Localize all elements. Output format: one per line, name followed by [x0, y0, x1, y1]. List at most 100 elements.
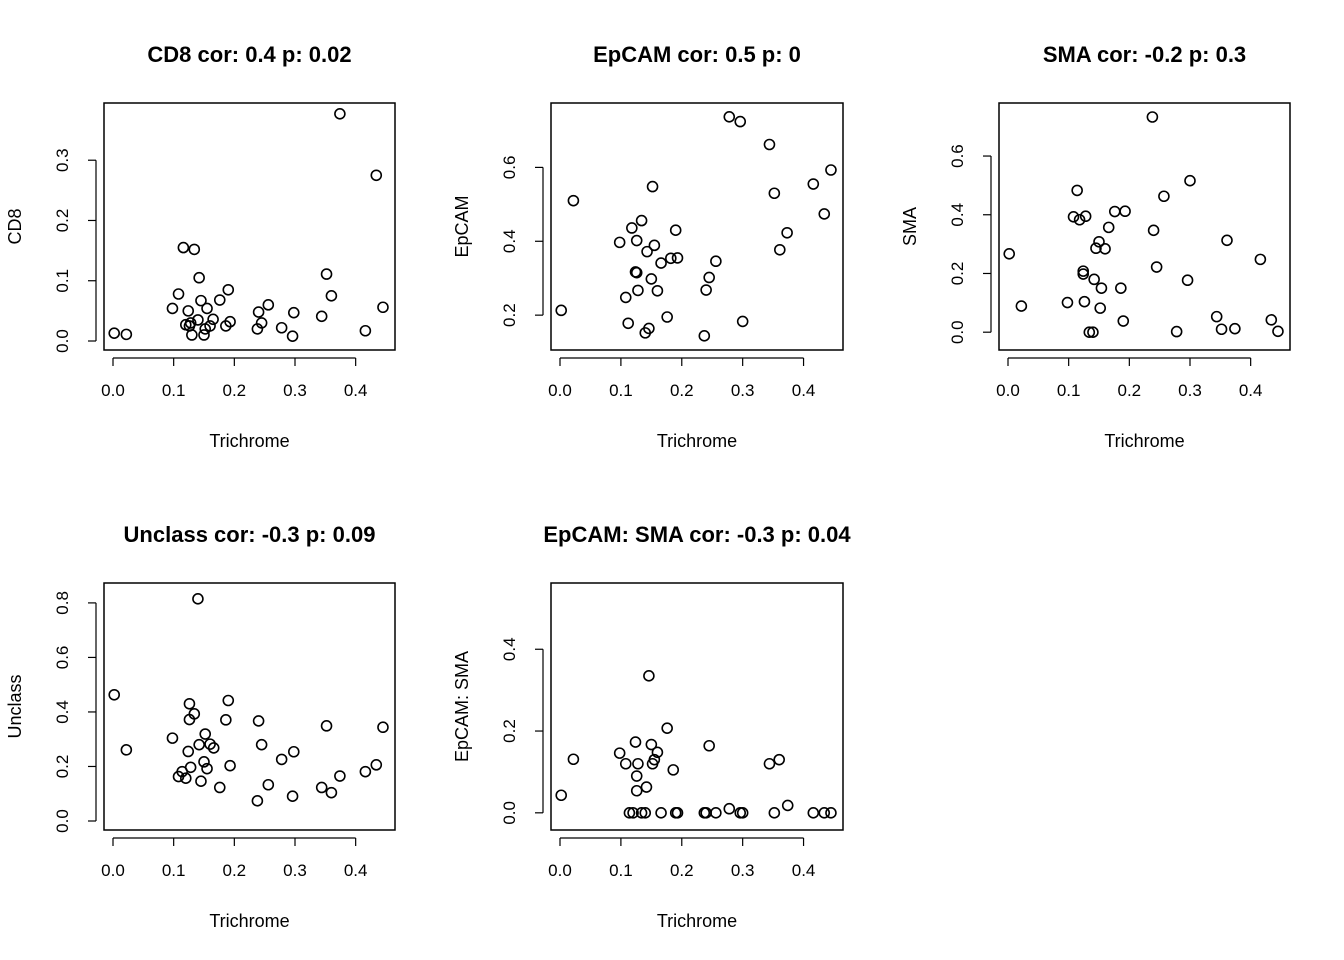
data-point: [184, 317, 197, 329]
data-point: [710, 255, 722, 268]
data-point: [661, 311, 673, 323]
data-point: [275, 753, 288, 766]
data-point: [204, 738, 216, 750]
data-point: [1272, 325, 1284, 338]
data-point: [1088, 273, 1100, 286]
data-point: [1078, 295, 1091, 308]
chart-title: EpCAM: SMA cor: -0.3 p: 0.04: [543, 522, 851, 547]
data-point: [193, 271, 205, 284]
data-point: [1115, 282, 1127, 294]
data-point: [1170, 325, 1183, 338]
data-point: [651, 746, 664, 759]
data-point: [1181, 274, 1194, 287]
data-point: [655, 807, 667, 819]
y-tick-label: 0.2: [53, 209, 72, 233]
data-point: [359, 324, 372, 337]
data-point: [698, 330, 711, 342]
x-axis-label: Trichrome: [209, 911, 289, 931]
data-point: [198, 756, 210, 768]
x-axis-label: Trichrome: [209, 431, 289, 451]
scatter-panel: SMA cor: -0.2 p: 0.3 0.0 0.1 0.2 0.3 0.4 Trich…: [900, 42, 1291, 451]
plot-frame: [103, 102, 396, 351]
data-point: [183, 697, 196, 710]
data-point: [213, 781, 226, 794]
data-point: [643, 670, 655, 682]
data-point: [613, 236, 626, 249]
y-axis-label: Unclass: [5, 674, 25, 738]
chart-title: Unclass cor: -0.3 p: 0.09: [124, 522, 376, 547]
data-point: [661, 722, 673, 734]
data-point: [188, 243, 201, 256]
y-tick-label: 0.0: [500, 801, 519, 825]
y-tick-label: 0.4: [948, 203, 967, 227]
data-point: [1094, 302, 1107, 314]
data-point: [555, 789, 568, 802]
y-tick-label: 0.0: [53, 329, 72, 353]
data-point: [1221, 234, 1233, 247]
data-point: [623, 807, 636, 819]
data-point: [768, 187, 781, 200]
data-point: [703, 739, 715, 752]
data-point: [184, 761, 197, 774]
data-point: [1071, 184, 1083, 197]
chart-title: EpCAM cor: 0.5 p: 0: [593, 42, 801, 67]
x-tick-label: 0.1: [162, 861, 186, 880]
data-point: [807, 807, 820, 819]
data-point: [255, 317, 268, 329]
data-point: [180, 772, 192, 784]
data-point: [640, 781, 653, 793]
data-point: [1003, 248, 1016, 260]
data-point: [1093, 235, 1105, 248]
data-point: [286, 790, 299, 802]
data-point: [188, 708, 201, 720]
data-point: [287, 745, 300, 758]
data-point: [320, 720, 333, 732]
data-point: [774, 243, 786, 256]
plot-frame: [998, 102, 1291, 351]
data-point: [195, 294, 207, 307]
x-tick-label: 0.0: [996, 381, 1020, 400]
y-tick-label: 0.8: [53, 591, 72, 615]
data-point: [700, 284, 712, 296]
data-point: [222, 694, 235, 707]
data-point: [635, 214, 648, 227]
x-tick-label: 0.3: [283, 381, 307, 400]
data-point: [166, 732, 179, 744]
scatter-panel: EpCAM: SMA cor: -0.3 p: 0.04 0.0 0.1 0.2 0.3…: [452, 522, 851, 931]
data-point: [630, 784, 643, 797]
y-tick-label: 0.2: [53, 755, 72, 779]
x-tick-label: 0.0: [101, 381, 125, 400]
data-point: [1119, 205, 1131, 218]
data-point: [710, 807, 722, 819]
data-point: [325, 786, 338, 799]
data-point: [1147, 224, 1160, 237]
y-tick-label: 0.6: [500, 156, 519, 180]
data-point: [645, 273, 658, 285]
data-point: [641, 245, 653, 258]
data-point: [632, 757, 644, 770]
y-tick-label: 0.2: [948, 262, 967, 286]
data-point: [120, 328, 133, 341]
data-point: [1102, 221, 1115, 234]
scatter-panel: CD8 cor: 0.4 p: 0.02 0.0 0.1 0.2 0.3 0.4 Trich…: [5, 42, 396, 451]
data-point: [334, 108, 346, 120]
data-point: [1073, 213, 1086, 226]
data-point: [108, 688, 121, 701]
data-point: [108, 327, 121, 339]
x-tick-label: 0.2: [1118, 381, 1142, 400]
data-point: [1229, 322, 1241, 335]
data-point: [1090, 242, 1102, 255]
data-point: [370, 169, 383, 182]
x-tick-label: 0.1: [609, 381, 633, 400]
scatter-panel: Unclass cor: -0.3 p: 0.09 0.0 0.1 0.2 0.3 0.4…: [5, 522, 396, 931]
data-point: [262, 299, 275, 311]
data-point: [703, 271, 715, 284]
y-axis-label: EpCAM: [452, 195, 472, 257]
data-point: [781, 226, 793, 239]
x-tick-label: 0.2: [670, 381, 694, 400]
x-tick-label: 0.4: [792, 381, 816, 400]
data-point: [1079, 210, 1092, 223]
plot-frame: [103, 582, 396, 831]
data-point: [315, 310, 328, 323]
x-tick-label: 0.0: [101, 861, 125, 880]
